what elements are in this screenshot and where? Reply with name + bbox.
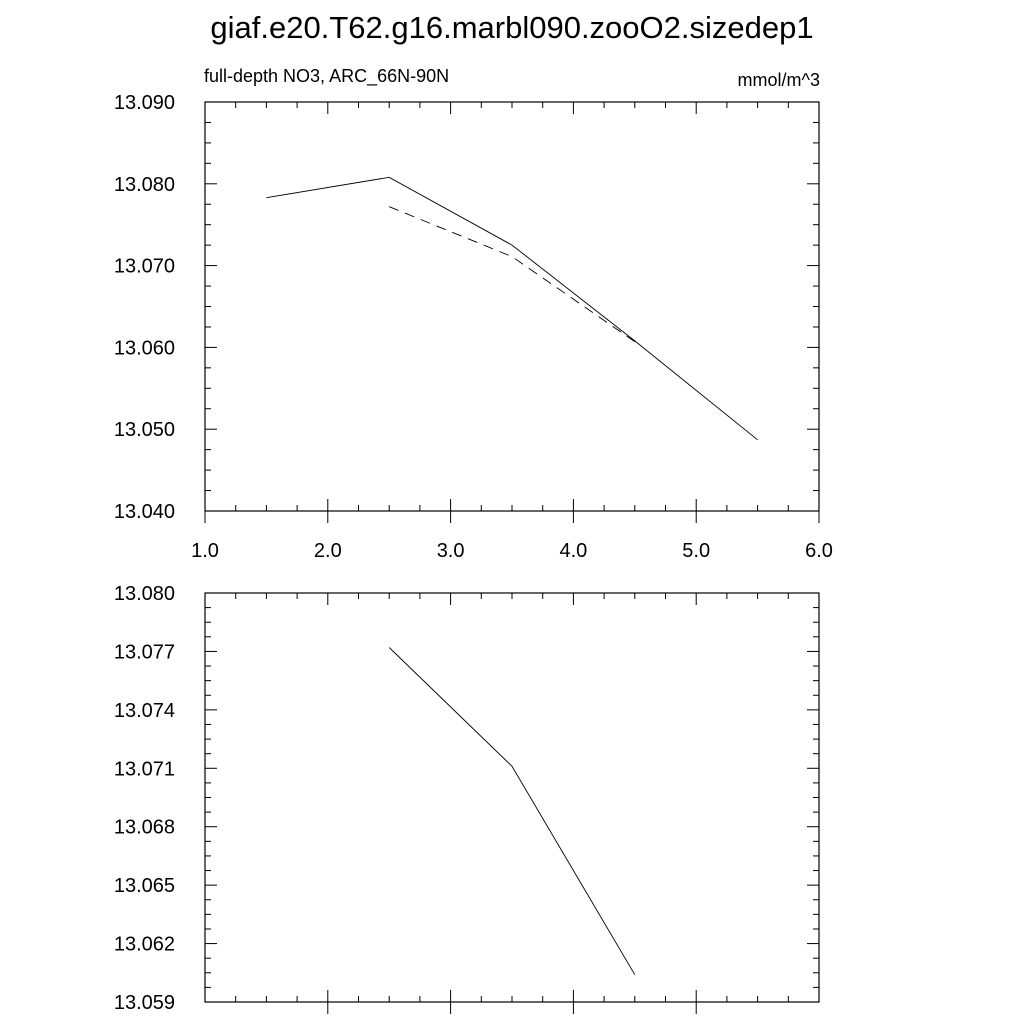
bottom-series-solid-line xyxy=(388,647,636,975)
bottom-y-tick-label: 13.077 xyxy=(114,641,175,663)
top-series-solid-line xyxy=(266,176,758,441)
bottom-y-tick-label: 13.074 xyxy=(114,700,175,722)
top-x-tick-label: 1.0 xyxy=(191,540,219,562)
top-y-tick-label: 13.050 xyxy=(114,419,175,441)
top-x-tick-label: 5.0 xyxy=(682,540,710,562)
bottom-plot-frame xyxy=(204,592,820,1003)
top-series-dashed-line xyxy=(389,206,636,343)
top-panel-left-label: full-depth NO3, ARC_66N-90N xyxy=(204,66,449,87)
top-panel: full-depth NO3, ARC_66N-90N mmol/m^3 13.… xyxy=(114,66,833,562)
bottom-y-tick-label: 13.071 xyxy=(114,758,175,780)
bottom-panel: 13.059 13.062 13.065 13.068 13.071 13.074 13.0… xyxy=(114,583,820,1014)
bottom-y-tick-label: 13.062 xyxy=(114,934,175,956)
bottom-y-tick-label: 13.059 xyxy=(114,992,175,1014)
top-x-tick-label: 4.0 xyxy=(559,540,587,562)
bottom-y-tick-label: 13.068 xyxy=(114,817,175,839)
bottom-y-tick-label: 13.065 xyxy=(114,875,175,897)
top-y-tick-label: 13.090 xyxy=(114,92,175,114)
top-panel-right-label: mmol/m^3 xyxy=(738,70,820,90)
top-y-tick-label: 13.080 xyxy=(114,174,175,196)
figure-title: giaf.e20.T62.g16.marbl090.zooO2.sizedep1 xyxy=(210,10,813,45)
top-y-tick-label: 13.040 xyxy=(114,501,175,523)
bottom-y-tick-label: 13.080 xyxy=(114,583,175,605)
top-x-tick-label: 2.0 xyxy=(314,540,342,562)
top-plot-frame xyxy=(204,101,820,512)
top-y-tick-label: 13.060 xyxy=(114,337,175,359)
top-x-tick-label: 6.0 xyxy=(805,540,833,562)
top-x-tick-label: 3.0 xyxy=(437,540,465,562)
top-y-tick-label: 13.070 xyxy=(114,256,175,278)
